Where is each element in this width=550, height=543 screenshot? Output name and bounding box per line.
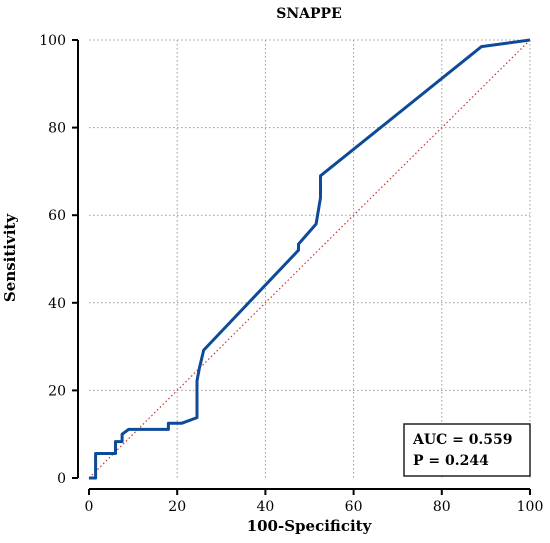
p-value: P = 0.244 bbox=[413, 453, 489, 469]
x-axis-label: 100-Specificity bbox=[247, 517, 373, 535]
grid-lines bbox=[89, 39, 531, 478]
reference-diagonal-line bbox=[88, 39, 531, 479]
x-tick-label-60: 60 bbox=[345, 499, 363, 515]
y-tick-label-20: 20 bbox=[48, 383, 66, 399]
x-tick-label-100: 100 bbox=[517, 499, 544, 515]
auc-value: AUC = 0.559 bbox=[412, 432, 513, 448]
y-tick-label-100: 100 bbox=[39, 33, 66, 49]
stats-box-border bbox=[403, 423, 531, 477]
y-axis-label: Sensitivity bbox=[1, 213, 19, 302]
y-tick-label-80: 80 bbox=[48, 121, 66, 137]
stats-box: AUC = 0.559 P = 0.244 bbox=[403, 423, 531, 477]
tick-marks: 0 20 40 60 80 100 0 20 40 60 80 100 bbox=[39, 33, 543, 515]
x-tick-label-40: 40 bbox=[256, 499, 274, 515]
y-tick-label-40: 40 bbox=[48, 296, 66, 312]
series-lines bbox=[88, 38, 531, 480]
y-tick-label-60: 60 bbox=[48, 208, 66, 224]
chart-title: SNAPPE bbox=[276, 6, 342, 22]
y-tick-label-0: 0 bbox=[57, 471, 66, 487]
x-tick-label-80: 80 bbox=[433, 499, 451, 515]
roc-curve-line bbox=[89, 38, 531, 480]
x-tick-label-20: 20 bbox=[168, 499, 186, 515]
x-tick-label-0: 0 bbox=[85, 499, 94, 515]
axes bbox=[77, 40, 530, 490]
